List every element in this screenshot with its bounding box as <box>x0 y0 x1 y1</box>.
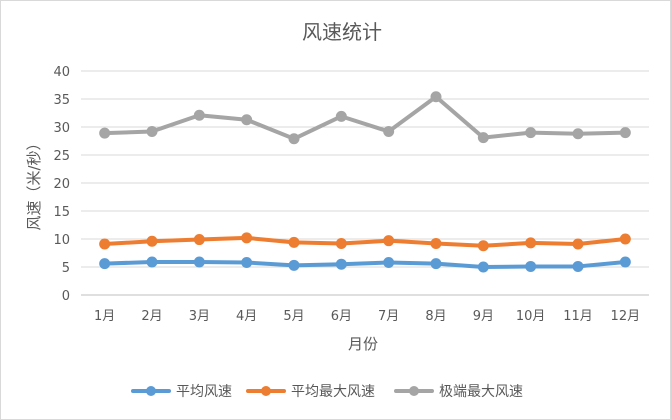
x-tick-label: 1月 <box>94 309 115 324</box>
chart-title: 风速统计 <box>302 20 382 44</box>
data-point <box>430 258 442 270</box>
y-tick-label: 0 <box>62 289 70 304</box>
legend-swatch-marker <box>146 386 156 396</box>
x-axis-title: 月份 <box>348 335 378 353</box>
legend-swatch-marker <box>261 386 271 396</box>
data-point <box>288 133 300 145</box>
data-point <box>193 234 205 246</box>
legend: 平均风速 平均最大风速 极端最大风速 <box>131 384 523 400</box>
x-tick-label: 5月 <box>283 309 304 324</box>
data-point <box>430 91 442 103</box>
series-line <box>102 235 628 248</box>
legend-item: 极端最大风速 <box>394 384 523 400</box>
y-tick-label: 10 <box>53 233 70 248</box>
series-line <box>102 259 628 269</box>
y-axis-ticks: 0 5 10 15 20 25 30 35 40 <box>53 65 70 304</box>
data-point <box>335 237 347 249</box>
y-tick-label: 15 <box>53 205 70 220</box>
data-point <box>383 235 395 247</box>
x-tick-label: 11月 <box>563 309 593 324</box>
legend-label: 平均风速 <box>176 384 232 400</box>
y-tick-label: 35 <box>53 93 70 108</box>
data-point <box>193 109 205 121</box>
data-point <box>99 127 111 139</box>
data-point <box>146 256 158 268</box>
x-tick-label: 2月 <box>141 309 162 324</box>
data-point <box>477 132 489 144</box>
x-tick-label: 6月 <box>331 309 352 324</box>
data-point <box>477 261 489 273</box>
legend-item: 平均风速 <box>131 384 232 400</box>
legend-label: 极端最大风速 <box>439 384 523 400</box>
y-tick-label: 25 <box>53 149 70 164</box>
data-point <box>383 125 395 137</box>
y-tick-label: 5 <box>62 261 70 276</box>
data-point <box>335 258 347 270</box>
legend-item: 平均最大风速 <box>246 384 375 400</box>
x-tick-label: 3月 <box>189 309 210 324</box>
legend-label: 平均最大风速 <box>291 384 375 400</box>
data-point <box>572 128 584 140</box>
data-point <box>572 260 584 272</box>
data-point <box>335 110 347 122</box>
y-tick-label: 20 <box>53 177 70 192</box>
data-point <box>572 238 584 250</box>
x-tick-label: 4月 <box>236 309 257 324</box>
series-3 <box>99 91 631 145</box>
data-point <box>99 238 111 250</box>
x-tick-label: 9月 <box>473 309 494 324</box>
data-point <box>383 257 395 269</box>
data-point <box>99 258 111 270</box>
x-tick-label: 8月 <box>425 309 446 324</box>
series-line <box>102 94 628 141</box>
data-point <box>193 256 205 268</box>
x-tick-label: 7月 <box>378 309 399 324</box>
legend-swatch-marker <box>409 386 419 396</box>
data-point <box>241 257 253 269</box>
y-tick-label: 30 <box>53 121 70 136</box>
series-1 <box>99 256 631 273</box>
data-point <box>430 237 442 249</box>
x-axis-ticks: 1月 2月 3月 4月 5月 6月 7月 8月 9月 10月 11月 12月 <box>94 309 640 324</box>
data-point <box>288 236 300 248</box>
series-2 <box>99 232 631 252</box>
data-point <box>619 127 631 139</box>
data-point <box>619 256 631 268</box>
x-tick-label: 12月 <box>611 309 641 324</box>
data-point <box>525 127 537 139</box>
series-group <box>99 91 631 273</box>
data-point <box>477 240 489 252</box>
gridlines <box>81 70 649 296</box>
data-point <box>241 232 253 244</box>
y-axis-title: 风速（米/秒） <box>25 135 43 230</box>
x-tick-label: 10月 <box>516 309 546 324</box>
y-tick-label: 40 <box>53 65 70 80</box>
data-point <box>525 260 537 272</box>
data-point <box>146 125 158 137</box>
data-point <box>146 235 158 247</box>
data-point <box>241 114 253 126</box>
data-point <box>288 259 300 271</box>
data-point <box>525 237 537 249</box>
data-point <box>619 233 631 245</box>
